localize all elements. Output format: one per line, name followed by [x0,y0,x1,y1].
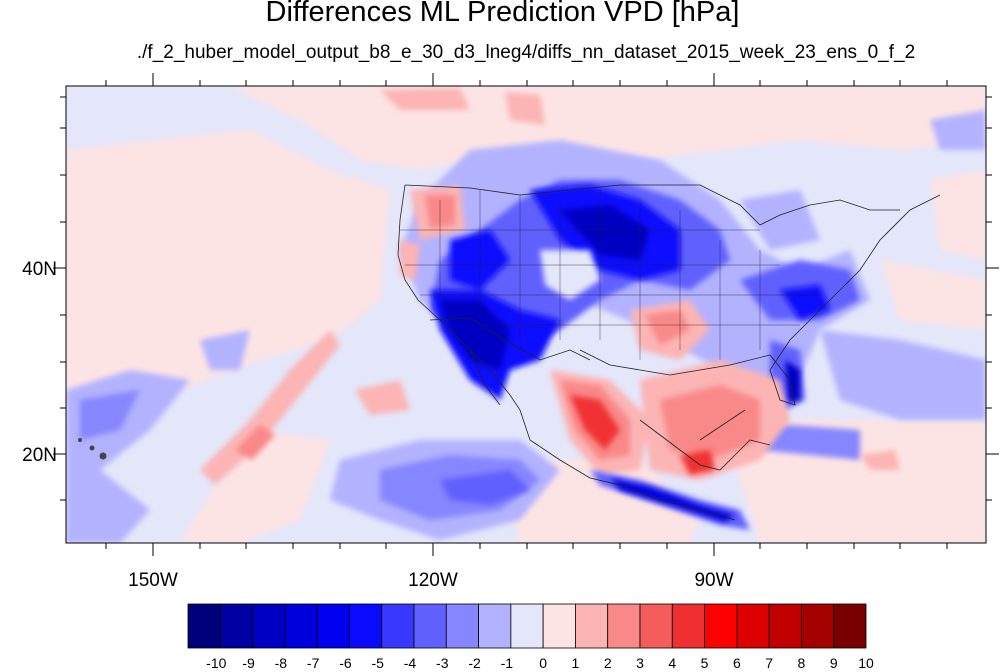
colorbar-swatch [349,603,383,649]
vpd-difference-field [66,86,986,543]
colorbar-label: 10 [858,655,874,671]
colorbar-label: -6 [339,655,352,671]
lon-label-120w: 120W [408,570,458,591]
colorbar-swatch [187,603,221,649]
colorbar-swatch [639,603,673,649]
colorbar-swatch [542,603,576,649]
colorbar-swatch [801,603,835,649]
colorbar-swatch [704,603,738,649]
colorbar-label: 5 [701,655,709,671]
colorbar-label: 8 [798,655,806,671]
colorbar-label: -3 [436,655,449,671]
colorbar: -10 -9 -8 -7 -6 -5 -4 -3 -2 -1 0 1 2 3 4 5 6 7 8 9 10 [187,603,874,671]
axis-ticks [53,73,999,556]
colorbar-label: -9 [242,655,255,671]
colorbar-swatch [316,603,350,649]
colorbar-label: 4 [668,655,676,671]
colorbar-label: -8 [275,655,288,671]
chart-subtitle: ./f_2_huber_model_output_b8_e_30_d3_lneg… [136,42,916,63]
colorbar-swatch [252,603,286,649]
colorbar-swatch [671,603,705,649]
colorbar-swatch [381,603,415,649]
lon-label-90w: 90W [694,570,733,591]
colorbar-swatch [833,603,867,649]
colorbar-swatch [736,603,770,649]
colorbar-swatch [413,603,447,649]
coastlines [397,184,941,521]
colorbar-swatch [510,603,544,649]
colorbar-swatch [575,603,609,649]
colorbar-label: 7 [765,655,773,671]
colorbar-swatch [478,603,512,649]
state-borders [400,190,820,360]
colorbar-label: -7 [307,655,320,671]
chart-title: Differences ML Prediction VPD [hPa] [265,0,740,28]
colorbar-label: 2 [604,655,612,671]
colorbar-label: 1 [572,655,580,671]
lat-label-20n: 20N [22,445,57,466]
hawaii-islands [78,438,107,460]
colorbar-label: -2 [468,655,481,671]
colorbar-swatch [284,603,318,649]
colorbar-label: 3 [636,655,644,671]
colorbar-swatch [768,603,802,649]
colorbar-label: 0 [539,655,547,671]
colorbar-label: 6 [733,655,741,671]
colorbar-swatch [607,603,641,649]
colorbar-label: 9 [830,655,838,671]
colorbar-label: -5 [371,655,384,671]
colorbar-swatch [445,603,479,649]
lat-label-40n: 40N [22,259,57,280]
colorbar-label: -1 [501,655,514,671]
colorbar-label: -4 [404,655,417,671]
colorbar-label: -10 [206,655,226,671]
lon-label-150w: 150W [128,570,178,591]
colorbar-swatch [219,603,253,649]
